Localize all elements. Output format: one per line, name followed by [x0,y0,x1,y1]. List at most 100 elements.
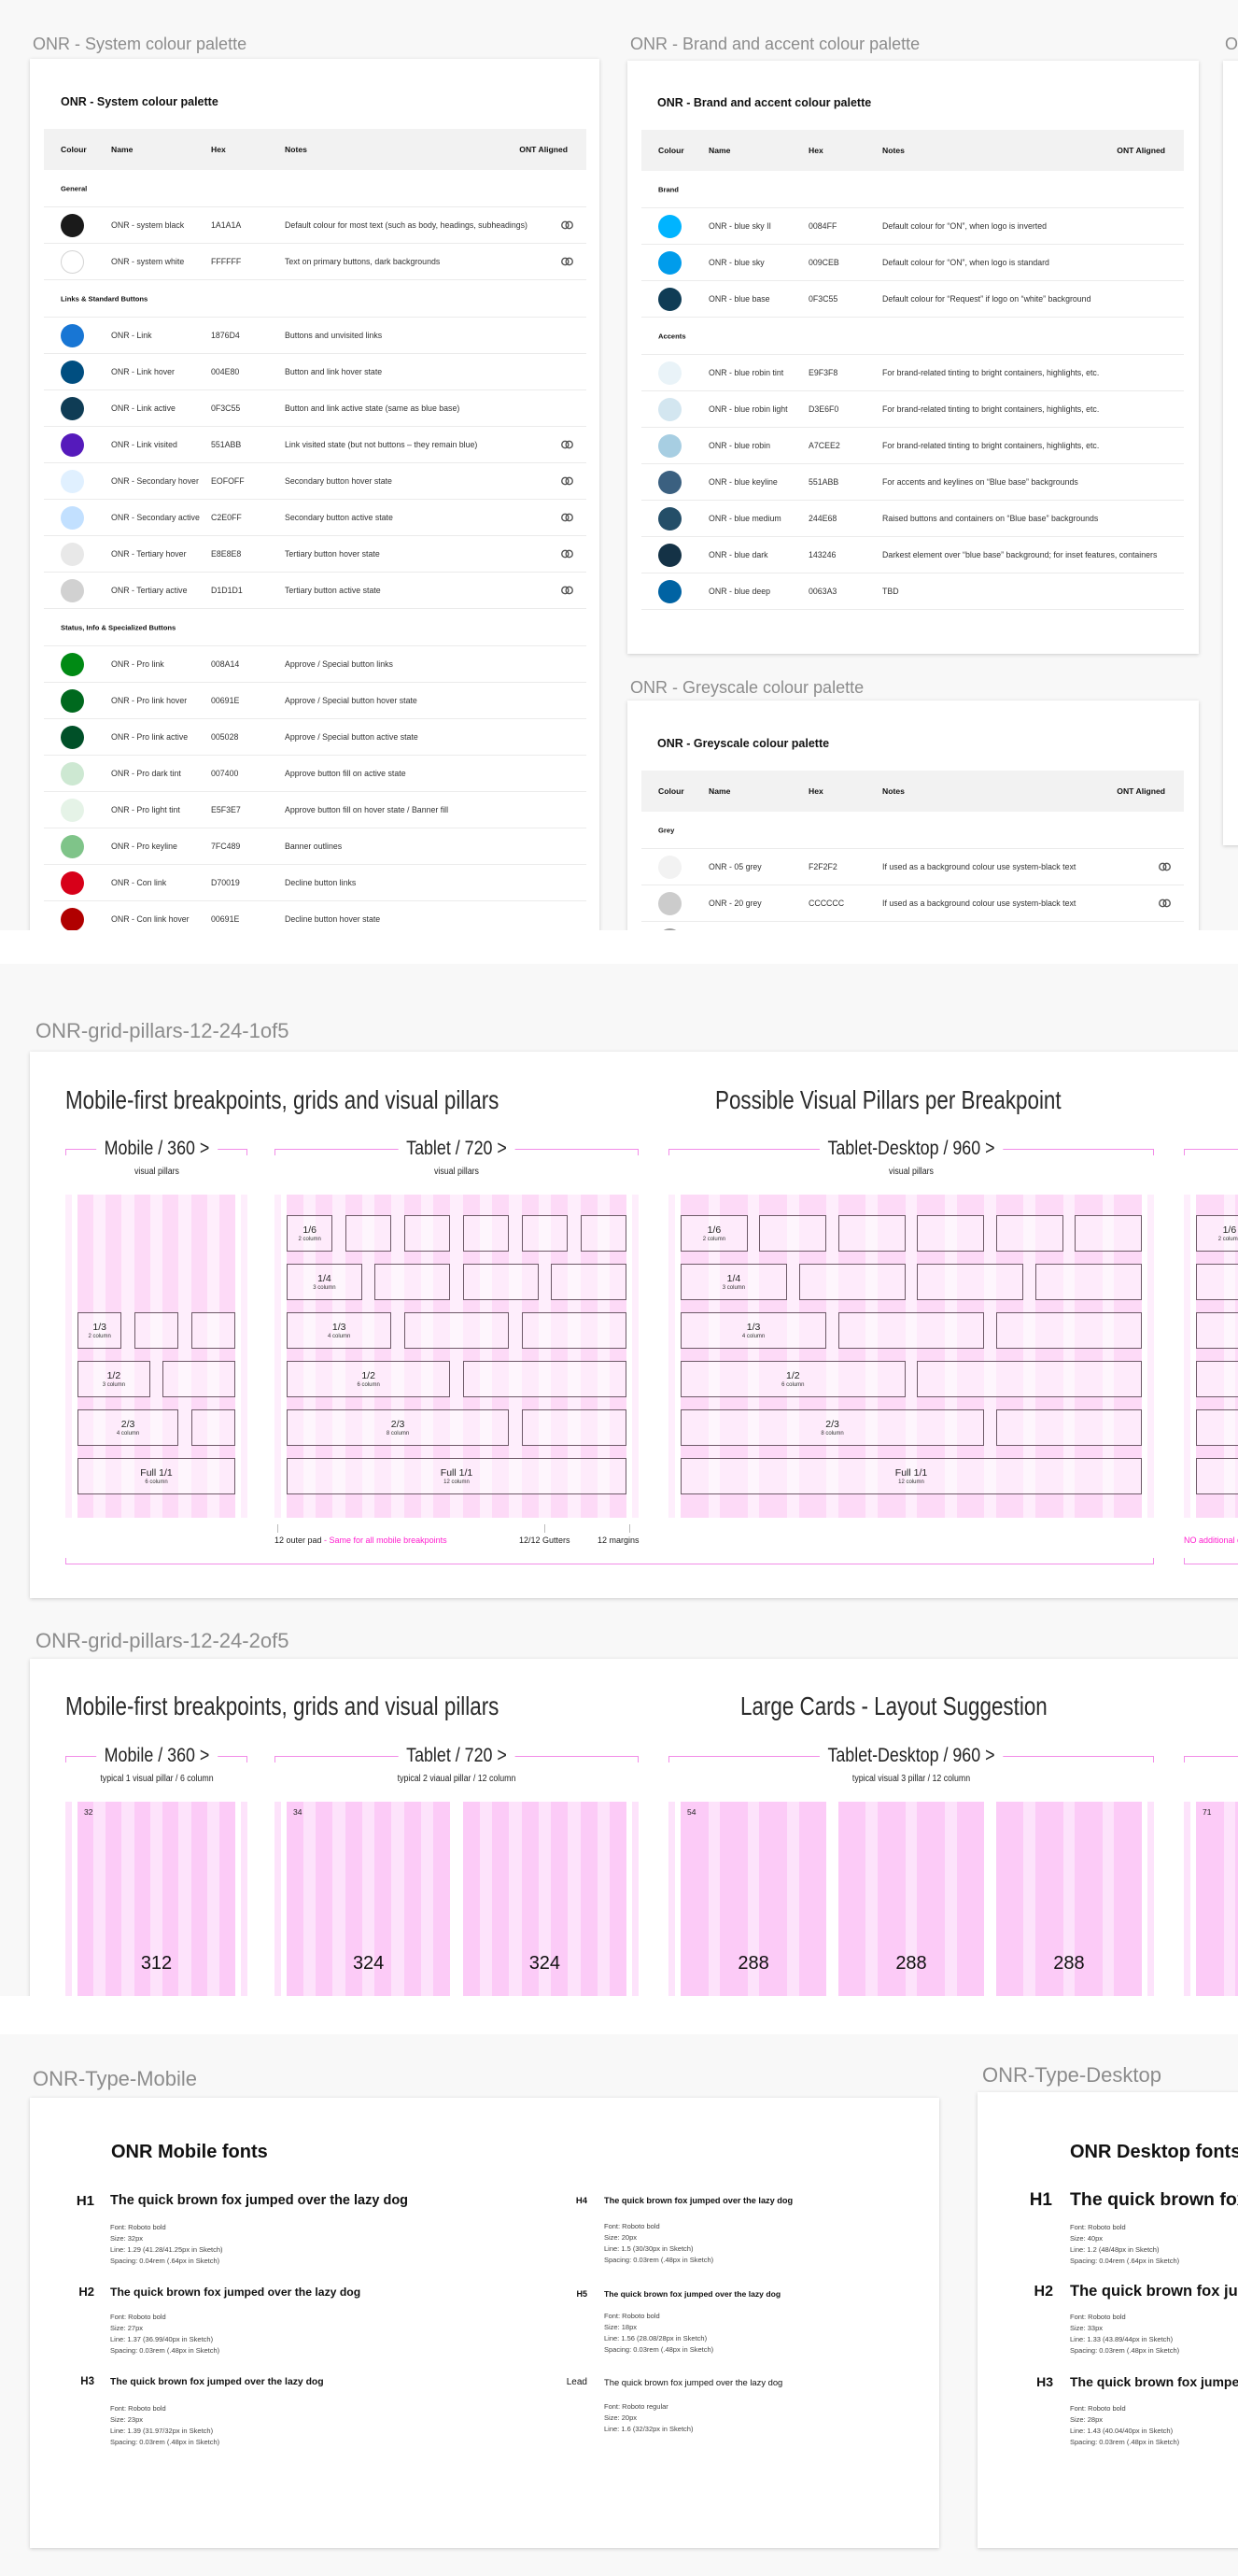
column-header-hex[interactable]: Hex [809,786,823,796]
table-row[interactable]: ONR - Pro dark tint 007400 Approve button … [44,756,586,792]
visual-pillar[interactable]: 2/3 8 column [287,1409,510,1446]
table-row[interactable]: ONR - blue robin light D3E6F0 For brand-re… [641,391,1184,428]
visual-pillar[interactable] [1196,1458,1238,1494]
visual-pillar[interactable]: 1/3 2 column [77,1312,122,1349]
visual-pillar[interactable] [917,1215,985,1252]
visual-pillar[interactable]: 1/62 column [1196,1215,1238,1252]
visual-pillar[interactable] [134,1312,179,1349]
table-row[interactable]: ONR - blue medium 244E68 Raised buttons an… [641,501,1184,537]
column-header-notes[interactable]: Notes [882,146,905,155]
table-row[interactable]: ONR - Pro keyline 7FC489 Banner outlines [44,828,586,865]
frame-label-system[interactable]: ONR - System colour palette [33,35,247,53]
table-row[interactable]: ONR - Pro link hover 00691E Approve / Spec… [44,683,586,719]
visual-pillar[interactable] [403,1215,451,1252]
table-row[interactable]: ONR - Link active 0F3C55 Button and link a… [44,390,586,427]
visual-pillar[interactable]: 1/3 4 column [287,1312,392,1349]
visual-pillar[interactable] [995,1409,1142,1446]
table-row[interactable]: ONR - 20 grey CCCCCC If used as a backgrou… [641,885,1184,922]
visual-pillar[interactable]: 1/3 4 column [681,1312,827,1349]
table-row[interactable]: ONR - Pro link 008A14 Approve / Special bu… [44,646,586,683]
table-row[interactable]: ONR - blue robin tint E9F3F8 For brand-rel… [641,355,1184,391]
table-row[interactable]: ONR - Con link hover 00691E Decline button… [44,901,586,930]
table-row[interactable]: ONR - blue robin A7CEE2 For brand-related … [641,428,1184,464]
link-icon[interactable] [1159,899,1171,908]
breakpoint-title[interactable]: Mobile / 360 > [95,1745,218,1767]
visual-pillar[interactable] [995,1312,1142,1349]
table-row[interactable]: ONR - Link visited 551ABB Link visited sta… [44,427,586,463]
breakpoint-title[interactable]: Tablet-Desktop / 960 > [819,1745,1004,1767]
visual-pillar[interactable] [1035,1264,1142,1300]
table-row[interactable]: ONR - 05 grey F2F2F2 If used as a backgrou… [641,849,1184,885]
column-header-hex[interactable]: Hex [809,146,823,155]
large-card[interactable] [1196,1802,1238,1996]
column-header-ont-aligned[interactable]: ONT Aligned [519,145,568,154]
frame-label-type-mobile[interactable]: ONR-Type-Mobile [33,2067,198,2090]
visual-pillar[interactable] [521,1215,569,1252]
breakpoint-title[interactable]: Tablet / 720 > [398,1138,515,1160]
greyscale-palette-artboard[interactable] [627,701,1199,930]
visual-pillar[interactable] [837,1312,985,1349]
table-row[interactable]: ONR - Con link D70019 Decline button links [44,865,586,901]
link-icon[interactable] [561,549,573,559]
visual-pillar[interactable] [551,1264,626,1300]
breakpoint-title[interactable]: Tablet / 720 > [398,1745,515,1767]
link-icon[interactable] [1159,862,1171,871]
column-header-colour[interactable]: Colour [61,145,87,154]
frame-label-grid-2[interactable]: ONR-grid-pillars-12-24-2of5 [35,1629,289,1652]
visual-pillar[interactable] [1196,1361,1238,1397]
type-mobile-artboard[interactable] [30,2098,939,2548]
table-row[interactable]: ONR - blue sky II 0084FF Default colour fo… [641,208,1184,245]
visual-pillar[interactable] [190,1312,235,1349]
table-row[interactable]: ONR - Tertiary active D1D1D1 Tertiary butt… [44,573,586,609]
visual-pillar[interactable]: 1/2 6 column [681,1361,906,1397]
column-header-hex[interactable]: Hex [211,145,226,154]
table-row[interactable]: ONR - Secondary active C2E0FF Secondary bu… [44,500,586,536]
visual-pillar[interactable] [1075,1215,1142,1252]
table-row[interactable]: ONR - system white FFFFFF Text on primary … [44,244,586,280]
table-row[interactable]: ONR - blue dark 143246 Darkest element ove… [641,537,1184,573]
table-row[interactable]: ONR - Tertiary hover E8E8E8 Tertiary butto… [44,536,586,573]
visual-pillar[interactable] [462,1215,510,1252]
frame-label-partial[interactable]: O [1225,35,1238,53]
link-icon[interactable] [561,513,573,522]
visual-pillar[interactable]: 2/3 8 column [681,1409,985,1446]
visual-pillar[interactable] [374,1264,451,1300]
table-row[interactable]: ONR - Pro light tint E5F3E7 Approve button… [44,792,586,828]
visual-pillar[interactable] [1196,1264,1238,1300]
visual-pillar[interactable]: 1/2 3 column [77,1361,150,1397]
visual-pillar[interactable]: Full 1/1 12 column [681,1458,1142,1494]
column-header-notes[interactable]: Notes [285,145,307,154]
visual-pillar[interactable]: 1/4 3 column [287,1264,362,1300]
visual-pillar[interactable]: Full 1/1 6 column [77,1458,235,1494]
column-header-name[interactable]: Name [111,145,134,154]
visual-pillar[interactable] [521,1409,626,1446]
link-icon[interactable] [561,586,573,595]
table-row[interactable]: ONR - Link hover 004E80 Button and link ho… [44,354,586,390]
visual-pillar[interactable] [917,1264,1024,1300]
visual-pillar[interactable] [1196,1312,1238,1349]
table-row[interactable]: ONR - blue keyline 551ABB For accents and … [641,464,1184,501]
link-icon[interactable] [561,220,573,230]
table-row[interactable]: ONR - blue sky 009CEB Default colour for “… [641,245,1184,281]
column-header-notes[interactable]: Notes [882,786,905,796]
frame-label-brand[interactable]: ONR - Brand and accent colour palette [630,35,921,53]
visual-pillar[interactable] [1196,1409,1238,1446]
column-header-ont-aligned[interactable]: ONT Aligned [1117,146,1165,155]
breakpoint-title[interactable]: Tablet-Desktop / 960 > [819,1138,1004,1160]
frame-label-greyscale[interactable]: ONR - Greyscale colour palette [630,678,865,697]
visual-pillar[interactable] [462,1264,539,1300]
column-header-colour[interactable]: Colour [658,146,684,155]
system-palette-artboard[interactable] [30,59,599,930]
column-header-name[interactable]: Name [709,146,731,155]
visual-pillar[interactable] [798,1264,906,1300]
breakpoint-title[interactable]: Mobile / 360 > [95,1138,218,1160]
frame-label-type-desktop[interactable]: ONR-Type-Desktop [982,2063,1161,2087]
visual-pillar[interactable] [521,1312,626,1349]
visual-pillar[interactable] [917,1361,1142,1397]
table-row[interactable]: ONR - blue base 0F3C55 Default colour for … [641,281,1184,318]
visual-pillar[interactable] [190,1409,235,1446]
column-header-name[interactable]: Name [709,786,731,796]
table-row[interactable] [641,922,1184,930]
